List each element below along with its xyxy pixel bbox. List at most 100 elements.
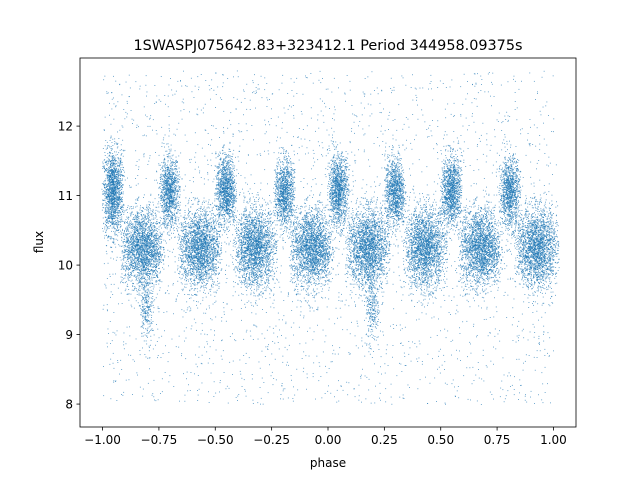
data-point bbox=[126, 281, 127, 282]
data-point bbox=[142, 253, 143, 254]
data-point bbox=[150, 226, 151, 227]
data-point bbox=[111, 156, 112, 157]
data-point bbox=[118, 173, 119, 174]
data-point bbox=[151, 315, 152, 316]
data-point bbox=[115, 204, 116, 205]
data-point bbox=[113, 223, 114, 224]
data-point bbox=[108, 193, 109, 194]
data-point bbox=[106, 171, 107, 172]
data-point bbox=[156, 257, 157, 258]
data-point bbox=[137, 231, 138, 232]
data-point bbox=[106, 196, 107, 197]
data-point bbox=[149, 255, 150, 256]
data-point bbox=[134, 255, 135, 256]
data-point bbox=[160, 220, 161, 221]
data-point bbox=[111, 213, 112, 214]
data-point bbox=[156, 280, 157, 281]
data-point bbox=[149, 236, 150, 237]
data-point bbox=[152, 293, 153, 294]
data-point bbox=[120, 206, 121, 207]
data-point bbox=[171, 225, 172, 226]
data-point bbox=[109, 214, 110, 215]
data-point bbox=[151, 222, 152, 223]
data-point bbox=[145, 316, 146, 317]
data-point bbox=[115, 187, 116, 188]
data-point bbox=[133, 208, 134, 209]
data-point bbox=[157, 275, 158, 276]
data-point bbox=[122, 221, 123, 222]
data-point bbox=[158, 201, 159, 202]
data-point bbox=[136, 279, 137, 280]
data-point bbox=[114, 189, 115, 190]
data-point bbox=[161, 218, 162, 219]
data-point bbox=[137, 244, 138, 245]
data-point bbox=[163, 139, 164, 140]
data-point bbox=[154, 237, 155, 238]
data-point bbox=[130, 235, 131, 236]
data-point bbox=[142, 348, 143, 349]
data-point bbox=[116, 222, 117, 223]
data-point bbox=[176, 175, 177, 176]
data-point bbox=[144, 313, 145, 314]
data-point bbox=[145, 260, 146, 261]
data-point bbox=[147, 234, 148, 235]
data-point bbox=[124, 275, 125, 276]
data-point bbox=[149, 227, 150, 228]
data-point bbox=[127, 209, 128, 210]
data-point bbox=[151, 264, 152, 265]
data-point bbox=[118, 210, 119, 211]
data-point bbox=[162, 179, 163, 180]
data-point bbox=[151, 322, 152, 323]
data-point bbox=[108, 186, 109, 187]
data-point bbox=[107, 153, 108, 154]
data-point bbox=[153, 215, 154, 216]
data-point bbox=[145, 294, 146, 295]
data-point bbox=[107, 175, 108, 176]
data-point bbox=[137, 222, 138, 223]
data-point bbox=[131, 235, 132, 236]
data-point bbox=[151, 260, 152, 261]
data-point bbox=[135, 277, 136, 278]
data-point bbox=[136, 217, 137, 218]
data-point bbox=[163, 240, 164, 241]
data-point bbox=[136, 203, 137, 204]
data-point bbox=[146, 302, 147, 303]
data-point bbox=[116, 143, 117, 144]
data-point bbox=[140, 246, 141, 247]
data-point bbox=[148, 264, 149, 265]
data-point bbox=[143, 275, 144, 276]
data-point bbox=[116, 172, 117, 173]
data-point bbox=[147, 230, 148, 231]
data-point bbox=[147, 210, 148, 211]
data-point bbox=[137, 247, 138, 248]
data-point bbox=[115, 234, 116, 235]
data-point bbox=[178, 196, 179, 197]
data-point bbox=[108, 223, 109, 224]
data-point bbox=[146, 205, 147, 206]
data-point bbox=[178, 220, 179, 221]
data-point bbox=[114, 167, 115, 168]
data-point bbox=[143, 313, 144, 314]
data-point bbox=[116, 169, 117, 170]
data-point bbox=[109, 216, 110, 217]
data-point bbox=[131, 281, 132, 282]
data-point bbox=[141, 231, 142, 232]
data-point bbox=[148, 268, 149, 269]
data-point bbox=[132, 248, 133, 249]
data-point bbox=[143, 264, 144, 265]
data-point bbox=[128, 275, 129, 276]
data-point bbox=[138, 244, 139, 245]
data-point bbox=[142, 217, 143, 218]
data-point bbox=[158, 249, 159, 250]
data-point bbox=[115, 188, 116, 189]
data-point bbox=[129, 256, 130, 257]
data-point bbox=[146, 262, 147, 263]
data-point bbox=[144, 284, 145, 285]
data-point bbox=[109, 169, 110, 170]
data-point bbox=[111, 124, 112, 125]
data-point bbox=[174, 201, 175, 202]
data-point bbox=[159, 290, 160, 291]
data-point bbox=[112, 196, 113, 197]
data-point bbox=[106, 198, 107, 199]
data-point bbox=[150, 239, 151, 240]
